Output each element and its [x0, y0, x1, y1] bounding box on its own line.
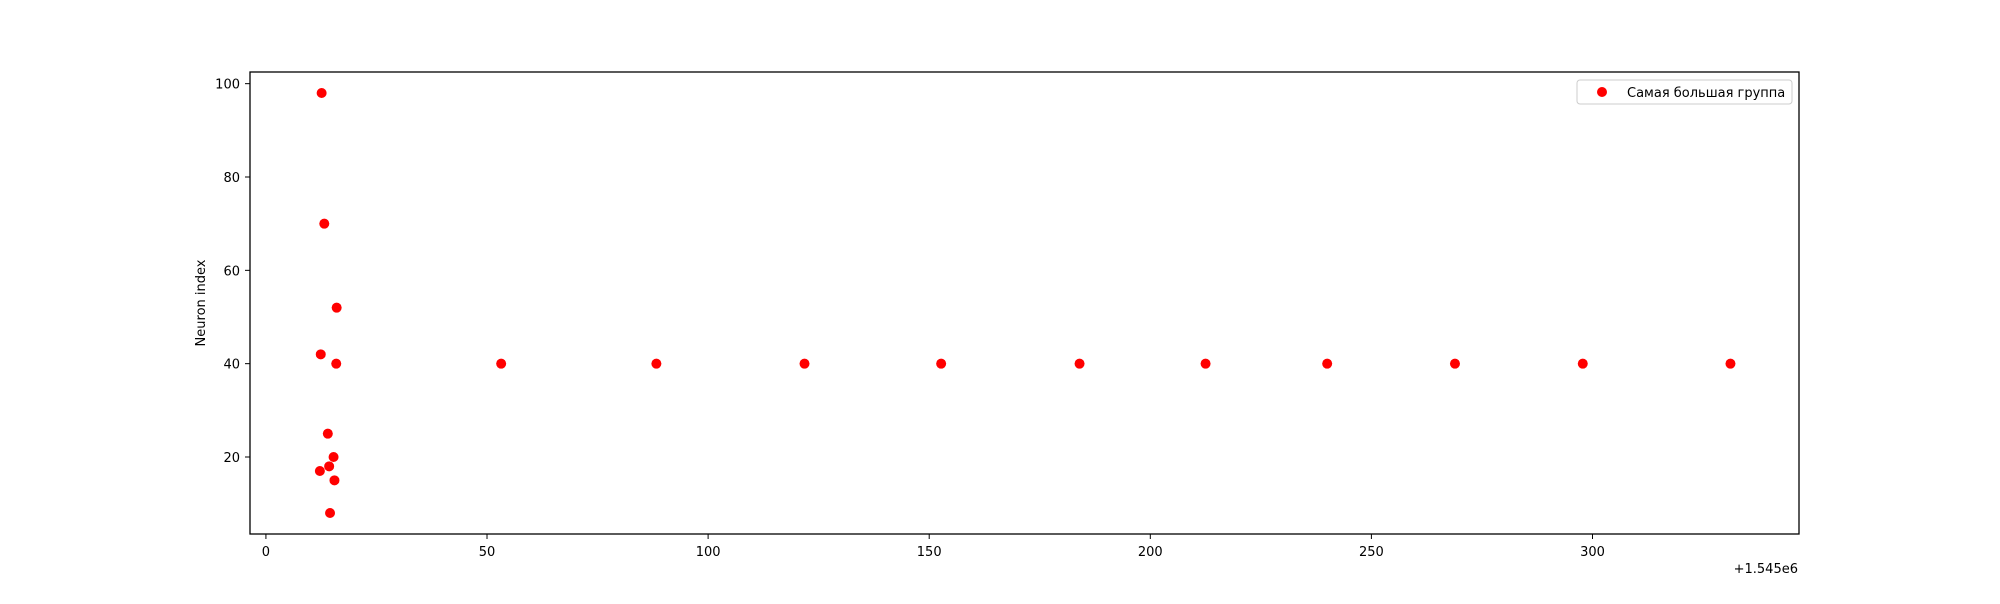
- legend-frame: [1576, 79, 1793, 105]
- y-tick-label: 80: [223, 171, 240, 186]
- data-point: [1725, 358, 1736, 369]
- data-point: [799, 358, 810, 369]
- data-point: [319, 218, 330, 229]
- legend: Самая большая группа: [1576, 79, 1793, 105]
- data-point: [331, 358, 342, 369]
- data-point: [316, 88, 327, 98]
- data-point: [651, 358, 662, 369]
- data-point: [936, 358, 947, 369]
- data-point: [1074, 358, 1085, 369]
- data-point: [331, 302, 342, 313]
- data-point: [1200, 358, 1211, 369]
- x-tick-label: 300: [1580, 545, 1605, 560]
- plot-marks: [314, 88, 1736, 518]
- legend-marker: [1597, 87, 1607, 97]
- y-axis-label: Neuron index: [194, 259, 209, 346]
- data-point: [322, 428, 333, 439]
- x-axis: 0 50 100 150 200 250 300: [262, 534, 1605, 560]
- y-tick-label: 100: [215, 78, 240, 93]
- data-point: [1577, 358, 1588, 369]
- y-tick-label: 60: [223, 264, 240, 279]
- data-point: [1322, 358, 1333, 369]
- y-tick-label: 40: [223, 358, 240, 373]
- data-point: [314, 466, 325, 476]
- x-tick-label: 50: [479, 545, 496, 560]
- legend-label: Самая большая группа: [1627, 86, 1785, 101]
- y-axis: 20 40 60 80 100: [215, 78, 250, 466]
- data-point: [496, 358, 507, 369]
- data-point: [324, 461, 335, 472]
- y-tick-label: 20: [223, 451, 240, 466]
- x-tick-label: 100: [696, 545, 721, 560]
- x-tick-label: 0: [262, 545, 270, 560]
- data-point: [315, 349, 326, 360]
- x-axis-offset-label: +1.545e6: [1734, 562, 1798, 577]
- x-tick-label: 150: [917, 545, 942, 560]
- data-point: [329, 475, 340, 486]
- plot-area-frame: [249, 71, 1800, 535]
- x-tick-label: 200: [1138, 545, 1163, 560]
- x-tick-label: 250: [1359, 545, 1384, 560]
- data-point: [328, 452, 339, 462]
- data-point: [1449, 358, 1460, 369]
- data-point: [325, 508, 336, 518]
